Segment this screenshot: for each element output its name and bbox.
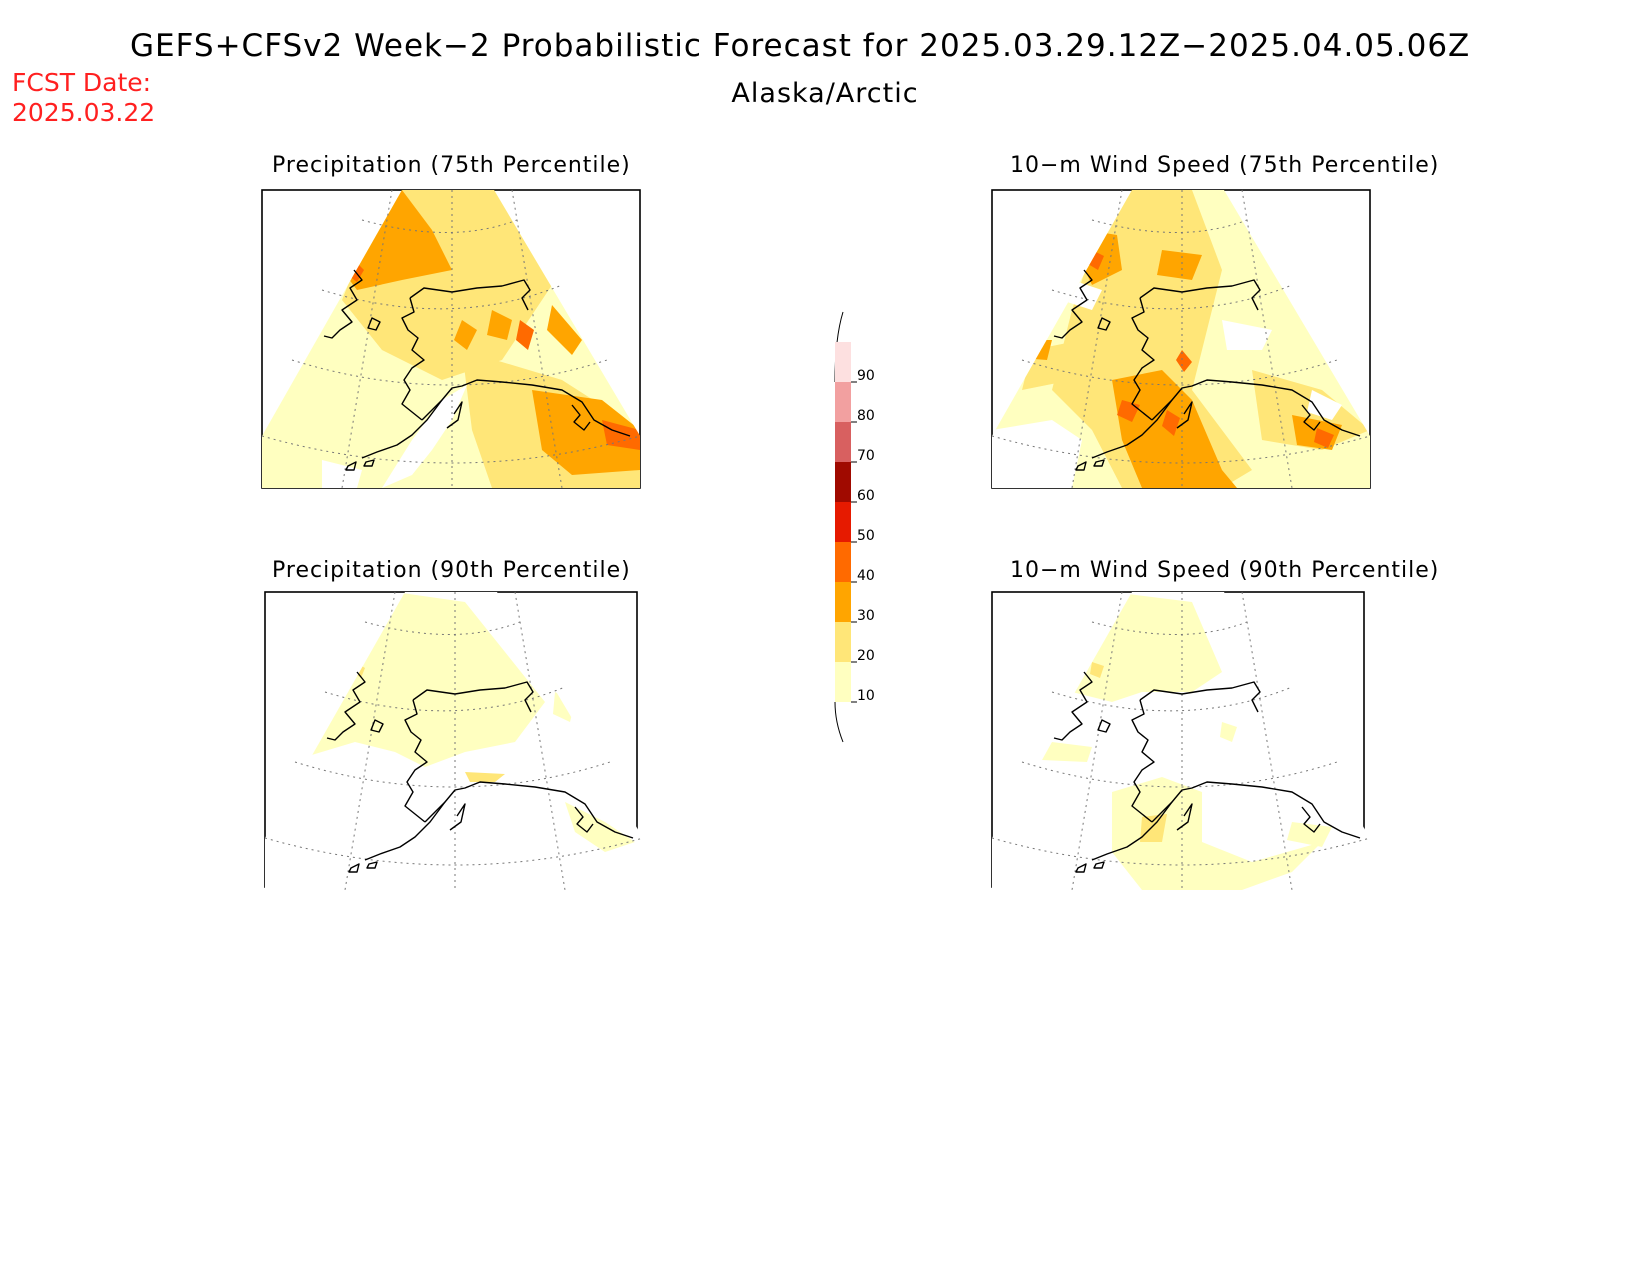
panel-title-wind-75: 10−m Wind Speed (75th Percentile) bbox=[1010, 153, 1440, 178]
colorbar-swatch bbox=[835, 582, 851, 622]
colorbar-swatch bbox=[835, 462, 851, 502]
page-title: GEFS+CFSv2 Week−2 Probabilistic Forecast… bbox=[130, 28, 1471, 64]
colorbar-swatch bbox=[835, 662, 851, 702]
colorbar-label: 80 bbox=[857, 408, 875, 424]
map-wind-75 bbox=[991, 189, 1371, 489]
forecast-date-value: 2025.03.22 bbox=[12, 98, 156, 127]
colorbar-label: 50 bbox=[857, 528, 875, 544]
panel-title-wind-90: 10−m Wind Speed (90th Percentile) bbox=[1010, 558, 1440, 583]
colorbar-swatch bbox=[835, 342, 851, 382]
colorbar-label: 60 bbox=[857, 488, 875, 504]
map-precip-75 bbox=[261, 189, 641, 489]
forecast-date: FCST Date: 2025.03.22 bbox=[12, 68, 155, 128]
colorbar-label: 90 bbox=[857, 368, 875, 384]
colorbar-swatch bbox=[835, 622, 851, 662]
map-precip-90 bbox=[264, 591, 644, 891]
colorbar-label: 40 bbox=[857, 568, 875, 584]
region-subtitle: Alaska/Arctic bbox=[731, 78, 919, 109]
colorbar-swatch bbox=[835, 542, 851, 582]
colorbar-swatch bbox=[835, 422, 851, 462]
forecast-date-label: FCST Date: bbox=[12, 68, 152, 97]
colorbar-legend: 10 20 30 40 50 60 70 80 90 bbox=[834, 311, 875, 743]
panel-title-precip-90: Precipitation (90th Percentile) bbox=[272, 558, 631, 583]
colorbar-label: 30 bbox=[857, 608, 875, 624]
panel-title-precip-75: Precipitation (75th Percentile) bbox=[272, 153, 631, 178]
colorbar-swatch bbox=[835, 502, 851, 542]
colorbar-label: 10 bbox=[857, 688, 875, 704]
colorbar-bottom-cap bbox=[834, 701, 844, 743]
map-wind-90 bbox=[991, 591, 1371, 891]
colorbar-label: 70 bbox=[857, 448, 875, 464]
colorbar-label: 20 bbox=[857, 648, 875, 664]
colorbar-swatch bbox=[835, 382, 851, 422]
